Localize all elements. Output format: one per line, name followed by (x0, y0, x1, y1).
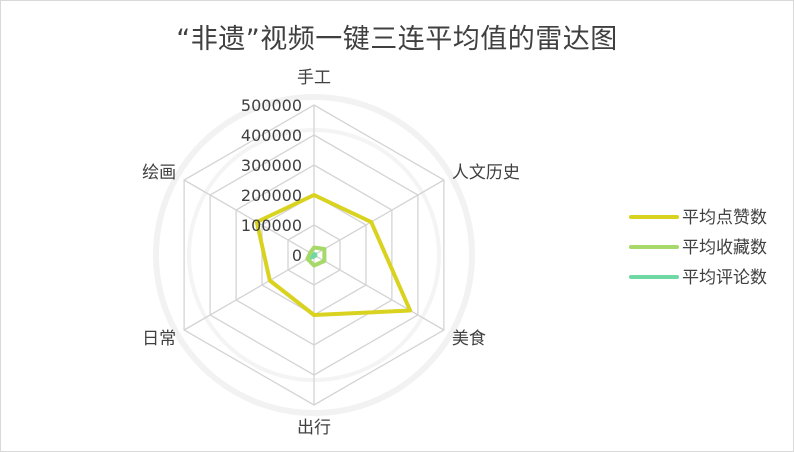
category-label: 人文历史 (452, 163, 520, 183)
grid-spoke (183, 179, 315, 256)
legend-label: 平均收藏数 (682, 238, 767, 258)
category-label: 美食 (452, 329, 486, 349)
category-label: 绘画 (142, 163, 176, 183)
radial-tick-labels: 0 100000 200000 300000 400000 500000 (241, 96, 302, 265)
radial-tick-label: 400000 (241, 126, 302, 145)
radial-tick-label: 100000 (241, 216, 302, 235)
category-label: 出行 (297, 418, 331, 438)
legend-label: 平均评论数 (682, 268, 767, 288)
radial-tick-label: 200000 (241, 186, 302, 205)
radial-tick-label: 300000 (241, 156, 302, 175)
grid-spoke (313, 254, 445, 331)
legend-label: 平均点赞数 (682, 208, 767, 228)
grid-spoke (313, 179, 445, 256)
category-label: 手工 (297, 68, 331, 88)
series-line (305, 252, 318, 261)
grid-spoke (183, 254, 315, 331)
background-ring (153, 94, 475, 416)
radar-spokes (183, 105, 445, 405)
chart-title: “非遗”视频一键三连平均值的雷达图 (176, 24, 618, 55)
series-line (254, 193, 413, 317)
series-layer (254, 193, 413, 317)
category-label: 日常 (142, 329, 176, 349)
series-line (305, 245, 327, 268)
radial-tick-label: 0 (292, 246, 302, 265)
radial-tick-label: 500000 (241, 96, 302, 115)
